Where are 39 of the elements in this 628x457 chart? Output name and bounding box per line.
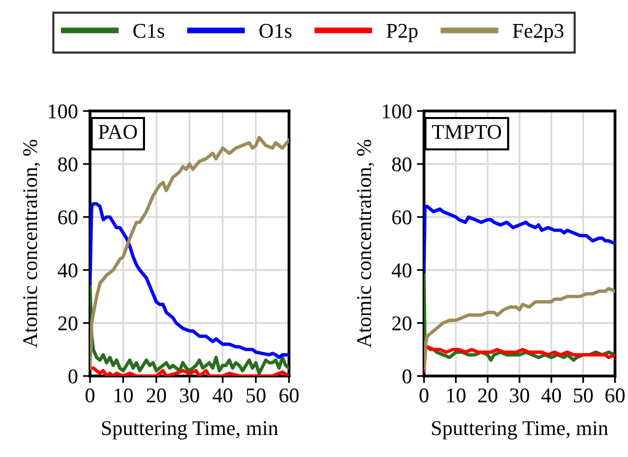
y-axis-title: Atomic concentration, % [357, 140, 374, 348]
line-series [424, 204, 615, 272]
y-tick-label: 100 [382, 104, 412, 118]
y-axis-title: Atomic concentration, % [23, 140, 40, 348]
x-tick-label: 0 [420, 388, 428, 402]
y-tick-label: 20 [58, 316, 78, 330]
x-tick-label: 40 [212, 388, 232, 402]
legend-label: O1s [260, 24, 292, 38]
legend-label: P2p [386, 24, 418, 42]
x-tick-label: 60 [279, 388, 299, 402]
x-axis-title: Sputtering Time, min [102, 421, 278, 440]
line-series [90, 202, 289, 360]
y-tick-label: 40 [58, 263, 78, 278]
x-tick-label: 50 [246, 388, 266, 402]
line-series [424, 286, 615, 370]
annotation: TMPTO [432, 124, 502, 139]
x-tick-label: 40 [541, 388, 561, 402]
legend-label: C1s [133, 24, 164, 38]
y-tick-label: 60 [58, 210, 78, 224]
y-tick-label: 100 [48, 104, 78, 118]
y-tick-label: 40 [392, 263, 412, 278]
y-tick-label: 60 [392, 210, 412, 224]
y-tick-label: 80 [392, 157, 412, 172]
x-tick-label: 30 [180, 388, 200, 402]
x-tick-label: 10 [114, 388, 133, 402]
x-axis-title: Sputtering Time, min [432, 421, 608, 440]
y-tick-label: 80 [58, 157, 78, 172]
x-tick-label: 30 [510, 388, 530, 402]
y-tick-label: 0 [402, 369, 412, 384]
x-tick-label: 50 [574, 388, 593, 402]
annotation: PAO [98, 124, 137, 139]
x-tick-label: 0 [86, 388, 94, 402]
x-tick-label: 20 [478, 388, 498, 402]
legend-label: Fe2p3 [512, 24, 564, 42]
x-tick-label: 20 [146, 388, 166, 402]
y-tick-label: 20 [392, 316, 412, 330]
x-tick-label: 60 [605, 388, 625, 402]
y-tick-label: 0 [68, 369, 78, 384]
x-tick-label: 10 [447, 388, 466, 402]
